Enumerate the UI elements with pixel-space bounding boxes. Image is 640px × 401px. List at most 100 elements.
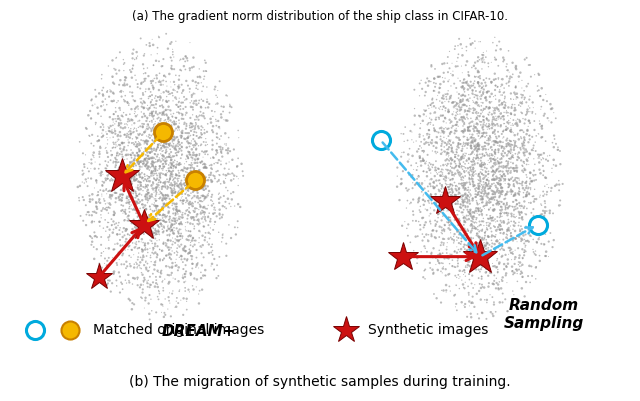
Point — [175, 142, 185, 148]
Point — [464, 155, 474, 162]
Point — [166, 187, 177, 193]
Point — [433, 165, 443, 172]
Point — [128, 62, 138, 69]
Point — [179, 247, 189, 253]
Point — [445, 227, 455, 233]
Point — [191, 213, 202, 220]
Point — [508, 154, 518, 160]
Point — [516, 180, 527, 187]
Point — [170, 94, 180, 101]
Point — [509, 89, 520, 96]
Point — [431, 145, 442, 151]
Point — [231, 231, 241, 238]
Point — [138, 282, 148, 288]
Point — [491, 96, 501, 102]
Point — [130, 221, 140, 227]
Point — [234, 134, 244, 141]
Point — [418, 168, 428, 174]
Point — [497, 187, 508, 194]
Point — [93, 133, 103, 140]
Point — [193, 156, 203, 162]
Point — [428, 148, 438, 154]
Point — [149, 216, 159, 223]
Point — [145, 263, 155, 270]
Point — [502, 232, 513, 238]
Point — [228, 189, 238, 195]
Point — [525, 181, 535, 188]
Point — [458, 268, 468, 274]
Point — [198, 192, 208, 198]
Point — [479, 59, 490, 66]
Point — [150, 230, 161, 236]
Point — [449, 172, 460, 178]
Point — [180, 243, 191, 250]
Point — [141, 206, 151, 212]
Point — [504, 69, 515, 75]
Point — [166, 154, 176, 161]
Point — [444, 141, 454, 147]
Point — [495, 230, 506, 236]
Point — [530, 139, 540, 146]
Point — [484, 180, 494, 186]
Point — [147, 159, 157, 165]
Point — [152, 123, 162, 130]
Point — [166, 57, 177, 64]
Point — [141, 105, 152, 111]
Point — [193, 135, 204, 141]
Point — [486, 247, 497, 253]
Point — [507, 212, 517, 219]
Point — [470, 116, 481, 123]
Point — [173, 85, 184, 92]
Point — [486, 158, 496, 164]
Point — [501, 231, 511, 237]
Point — [427, 194, 437, 200]
Point — [164, 176, 175, 182]
Point — [160, 196, 170, 202]
Point — [543, 115, 553, 122]
Point — [152, 294, 163, 300]
Point — [426, 162, 436, 168]
Point — [186, 140, 196, 147]
Point — [484, 123, 494, 130]
Point — [203, 104, 213, 111]
Point — [465, 209, 475, 215]
Point — [176, 135, 186, 141]
Point — [458, 92, 468, 98]
Point — [185, 199, 195, 205]
Point — [428, 162, 438, 168]
Point — [508, 235, 518, 242]
Point — [458, 207, 468, 213]
Point — [436, 173, 446, 179]
Point — [465, 41, 476, 47]
Point — [444, 133, 454, 139]
Point — [466, 145, 476, 151]
Point — [438, 198, 448, 205]
Point — [453, 140, 463, 146]
Point — [460, 185, 470, 192]
Point — [499, 210, 509, 216]
Point — [500, 103, 511, 109]
Point — [458, 79, 468, 86]
Point — [136, 181, 146, 188]
Point — [131, 109, 141, 115]
Point — [477, 127, 488, 133]
Point — [226, 190, 236, 197]
Point — [216, 146, 226, 153]
Point — [429, 80, 439, 86]
Point — [486, 228, 497, 235]
Point — [421, 113, 431, 119]
Point — [168, 221, 178, 227]
Point — [215, 194, 225, 200]
Point — [159, 255, 169, 262]
Point — [214, 190, 225, 196]
Point — [164, 272, 174, 278]
Point — [457, 154, 467, 160]
Point — [439, 126, 449, 132]
Point — [123, 231, 133, 237]
Point — [451, 115, 461, 122]
Point — [152, 184, 162, 191]
Point — [169, 225, 179, 231]
Point — [480, 161, 490, 167]
Point — [154, 120, 164, 126]
Point — [168, 137, 178, 143]
